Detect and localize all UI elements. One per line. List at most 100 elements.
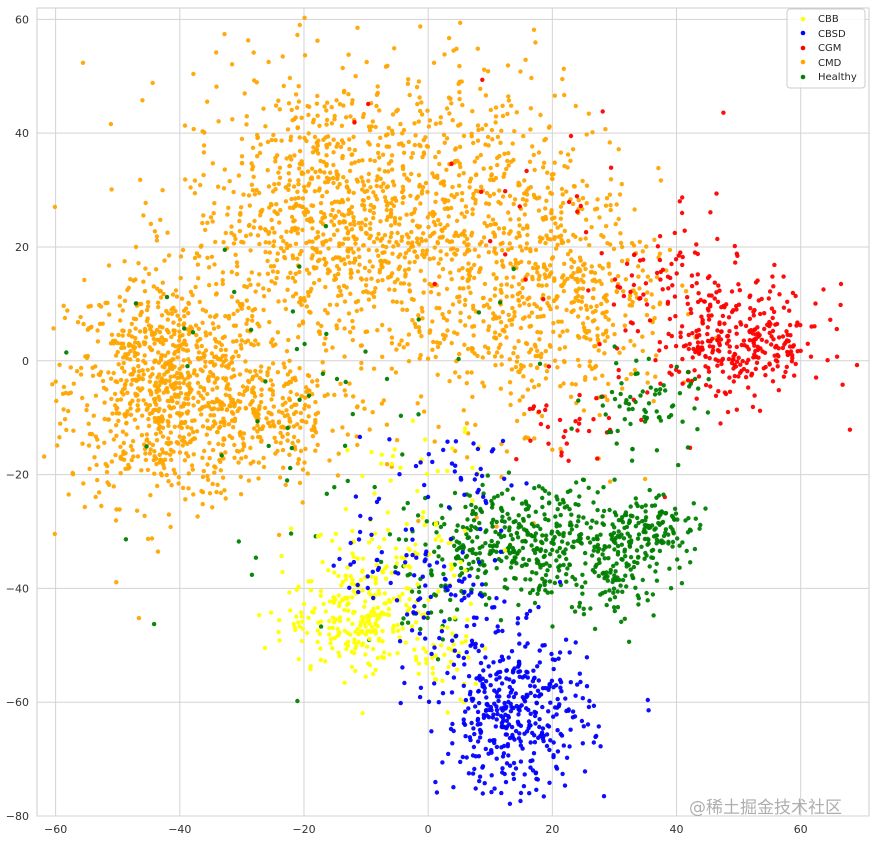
data-point	[394, 555, 399, 560]
data-point	[140, 413, 145, 418]
data-point	[265, 139, 271, 145]
data-point	[363, 223, 368, 228]
data-point	[523, 57, 528, 62]
data-point	[540, 726, 546, 731]
data-point	[556, 568, 562, 573]
data-point	[596, 348, 601, 353]
series-cgm	[352, 77, 860, 500]
data-point	[469, 131, 474, 136]
data-point	[482, 220, 487, 226]
data-point	[579, 299, 584, 304]
data-point	[644, 244, 649, 249]
data-point	[553, 514, 558, 519]
data-point	[562, 278, 567, 284]
data-point	[545, 170, 550, 175]
data-point	[770, 328, 776, 334]
data-point	[415, 513, 421, 518]
data-point	[452, 615, 457, 620]
data-point	[603, 127, 608, 132]
data-point	[169, 334, 174, 340]
data-point	[552, 160, 557, 165]
data-point	[295, 226, 300, 231]
data-point	[379, 654, 385, 660]
data-point	[326, 246, 331, 251]
data-point	[238, 433, 243, 438]
data-point	[518, 69, 523, 74]
data-point	[297, 22, 302, 28]
data-point	[517, 669, 523, 674]
data-point	[341, 140, 346, 146]
data-point	[515, 354, 520, 360]
data-point	[271, 243, 276, 249]
data-point	[541, 217, 546, 222]
data-point	[136, 615, 142, 621]
data-point	[223, 364, 229, 369]
data-point	[163, 338, 169, 343]
data-point	[433, 199, 438, 204]
data-point	[390, 271, 395, 276]
data-point	[612, 477, 617, 482]
data-point	[237, 372, 243, 377]
data-point	[488, 165, 493, 171]
data-point	[731, 379, 736, 384]
data-point	[672, 230, 677, 236]
data-point	[343, 115, 349, 120]
data-point	[825, 358, 830, 363]
data-point	[416, 313, 421, 318]
data-point	[359, 343, 364, 348]
data-point	[653, 358, 658, 363]
data-point	[280, 434, 285, 439]
data-point	[703, 382, 709, 388]
data-point	[373, 575, 378, 581]
data-point	[484, 702, 489, 707]
data-point	[339, 212, 345, 217]
data-point	[255, 423, 260, 428]
data-point	[428, 289, 434, 295]
data-point	[255, 419, 260, 424]
data-point	[387, 532, 393, 537]
data-point	[134, 378, 139, 384]
data-point	[81, 481, 86, 486]
data-point	[473, 172, 479, 178]
data-point	[460, 275, 465, 281]
data-point	[304, 267, 310, 272]
data-point	[486, 327, 491, 333]
data-point	[543, 240, 548, 246]
data-point	[325, 267, 331, 272]
data-point	[767, 330, 772, 336]
data-point	[572, 609, 578, 614]
data-point	[592, 277, 597, 282]
data-point	[213, 421, 218, 426]
data-point	[295, 698, 300, 704]
data-point	[363, 599, 368, 604]
data-point	[457, 351, 462, 357]
data-point	[374, 197, 380, 202]
data-point	[433, 593, 439, 598]
data-point	[248, 282, 253, 287]
data-point	[71, 381, 77, 386]
data-point	[191, 492, 196, 497]
data-point	[406, 546, 411, 551]
data-point	[64, 350, 69, 355]
data-point	[378, 176, 383, 181]
data-point	[595, 549, 601, 554]
data-point	[376, 638, 382, 643]
data-point	[578, 203, 583, 209]
data-point	[246, 379, 252, 385]
data-point	[448, 270, 453, 275]
data-point	[273, 103, 279, 108]
data-point	[177, 450, 183, 455]
data-point	[96, 490, 102, 495]
data-point	[466, 431, 471, 436]
data-point	[669, 333, 674, 339]
data-point	[657, 251, 663, 256]
data-point	[318, 158, 323, 164]
data-point	[270, 361, 276, 366]
data-point	[166, 350, 171, 355]
data-point	[342, 680, 347, 685]
data-point	[109, 459, 115, 464]
data-point	[749, 371, 755, 376]
data-point	[324, 117, 330, 123]
data-point	[186, 357, 191, 362]
data-point	[784, 329, 789, 334]
